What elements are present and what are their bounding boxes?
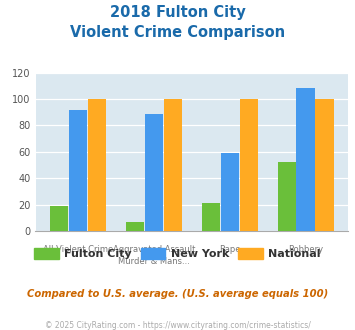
Text: All Violent Crime: All Violent Crime xyxy=(43,245,113,254)
Legend: Fulton City, New York, National: Fulton City, New York, National xyxy=(30,243,325,263)
Bar xyxy=(278,162,296,231)
Bar xyxy=(88,99,106,231)
Text: Murder & Mans...: Murder & Mans... xyxy=(118,257,190,266)
Bar xyxy=(296,88,315,231)
Bar xyxy=(164,99,182,231)
Bar xyxy=(69,110,87,231)
Bar xyxy=(240,99,258,231)
Text: © 2025 CityRating.com - https://www.cityrating.com/crime-statistics/: © 2025 CityRating.com - https://www.city… xyxy=(45,321,310,330)
Bar xyxy=(316,99,334,231)
Bar xyxy=(202,203,220,231)
Text: Rape: Rape xyxy=(219,245,240,254)
Bar xyxy=(126,222,144,231)
Bar xyxy=(220,153,239,231)
Text: Violent Crime Comparison: Violent Crime Comparison xyxy=(70,25,285,40)
Text: 2018 Fulton City: 2018 Fulton City xyxy=(110,5,245,20)
Text: Robbery: Robbery xyxy=(288,245,323,254)
Bar xyxy=(144,114,163,231)
Bar xyxy=(50,206,68,231)
Text: Aggravated Assault: Aggravated Assault xyxy=(113,245,195,254)
Text: Compared to U.S. average. (U.S. average equals 100): Compared to U.S. average. (U.S. average … xyxy=(27,289,328,299)
